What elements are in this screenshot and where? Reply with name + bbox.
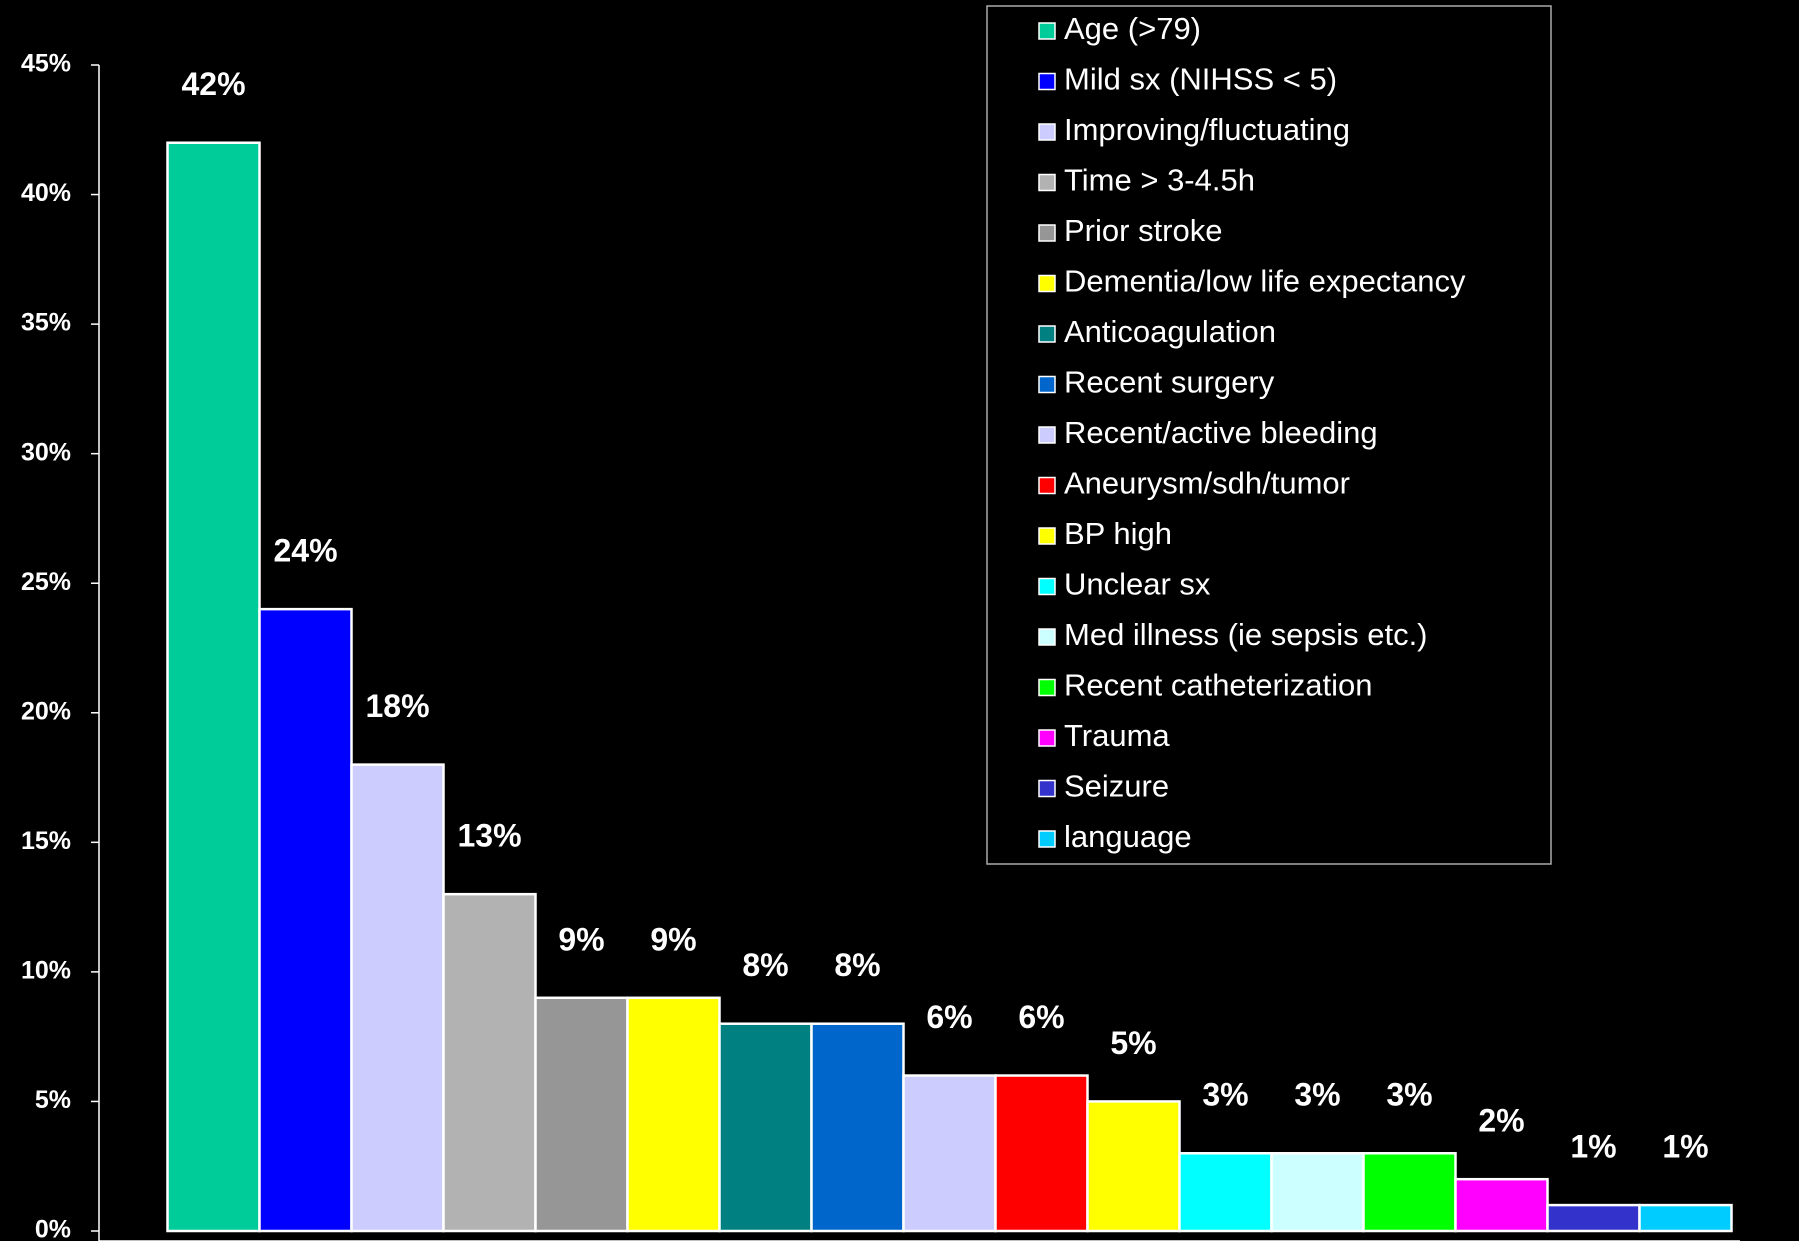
legend-swatch	[1038, 325, 1056, 343]
bar	[1546, 1203, 1641, 1233]
value-label: 18%	[365, 688, 429, 724]
bar	[810, 1022, 905, 1233]
legend-swatch	[1038, 173, 1056, 192]
legend-swatch	[1038, 22, 1056, 40]
value-label: 2%	[1478, 1103, 1524, 1139]
legend-swatch	[1038, 426, 1056, 444]
bar	[626, 996, 721, 1233]
bar	[166, 141, 261, 1233]
value-label: 1%	[1662, 1129, 1708, 1165]
legend-swatch	[1038, 729, 1056, 747]
value-label: 42%	[181, 66, 245, 102]
legend-swatch	[1038, 527, 1056, 545]
legend-box	[986, 5, 1552, 865]
legend-label: Med illness (ie sepsis etc.)	[1064, 617, 1428, 652]
y-tick-label: 30%	[21, 438, 71, 466]
legend-swatch	[1038, 830, 1056, 848]
y-tick-label: 15%	[21, 827, 71, 855]
legend-swatch	[1038, 779, 1056, 798]
bar	[1454, 1177, 1549, 1233]
legend-label: Recent/active bleeding	[1064, 415, 1378, 450]
legend-swatch	[1038, 628, 1056, 646]
legend-swatch	[1038, 476, 1056, 495]
value-label: 6%	[926, 999, 972, 1035]
bar	[442, 892, 537, 1233]
y-tick-label: 5%	[35, 1086, 71, 1114]
bar	[902, 1074, 997, 1233]
value-label: 5%	[1110, 1025, 1156, 1061]
legend-swatch	[1038, 375, 1056, 394]
legend-label: Anticoagulation	[1064, 314, 1276, 349]
legend-swatch	[1038, 224, 1056, 242]
legend-label: Aneurysm/sdh/tumor	[1064, 466, 1350, 501]
value-label: 8%	[742, 947, 788, 983]
legend-swatch	[1038, 678, 1056, 697]
y-tick-label: 10%	[21, 956, 71, 984]
legend-swatch	[1038, 577, 1056, 596]
value-label: 24%	[273, 533, 337, 569]
y-tick-label: 20%	[21, 697, 71, 725]
value-label: 9%	[558, 921, 604, 957]
legend-label: Dementia/low life expectancy	[1064, 264, 1466, 299]
bar	[534, 996, 629, 1233]
legend-label: Seizure	[1064, 769, 1169, 804]
legend-label: Time > 3-4.5h	[1064, 163, 1255, 198]
value-label: 1%	[1570, 1129, 1616, 1165]
value-label: 9%	[650, 921, 696, 957]
bar	[1638, 1203, 1733, 1233]
bar	[1178, 1152, 1273, 1233]
legend-label: Improving/fluctuating	[1064, 112, 1350, 147]
y-tick-label: 0%	[35, 1216, 71, 1241]
value-label: 3%	[1294, 1077, 1340, 1113]
bar	[994, 1074, 1089, 1233]
legend-label: Trauma	[1064, 718, 1170, 753]
y-tick-label: 35%	[21, 309, 71, 337]
y-tick-label: 25%	[21, 568, 71, 596]
bar	[258, 607, 353, 1233]
bar	[718, 1022, 813, 1233]
legend-label: Prior stroke	[1064, 213, 1222, 248]
bar	[1362, 1152, 1457, 1233]
legend-label: language	[1064, 819, 1192, 854]
bar	[350, 763, 445, 1233]
y-tick-label: 40%	[21, 179, 71, 207]
bar	[1270, 1152, 1365, 1233]
legend-swatch	[1038, 72, 1056, 91]
value-label: 13%	[457, 818, 521, 854]
value-label: 3%	[1386, 1077, 1432, 1113]
legend-label: Mild sx (NIHSS < 5)	[1064, 62, 1337, 97]
value-label: 3%	[1202, 1077, 1248, 1113]
legend-swatch	[1038, 274, 1056, 293]
legend-label: Recent catheterization	[1064, 668, 1372, 703]
legend-label: Age (>79)	[1064, 11, 1201, 46]
bar	[1086, 1100, 1181, 1233]
value-label: 8%	[834, 947, 880, 983]
legend-label: Recent surgery	[1064, 365, 1275, 400]
legend-label: BP high	[1064, 516, 1172, 551]
y-tick-label: 45%	[21, 50, 71, 78]
legend-label: Unclear sx	[1064, 567, 1211, 602]
legend-swatch	[1038, 123, 1056, 141]
value-label: 6%	[1018, 999, 1064, 1035]
